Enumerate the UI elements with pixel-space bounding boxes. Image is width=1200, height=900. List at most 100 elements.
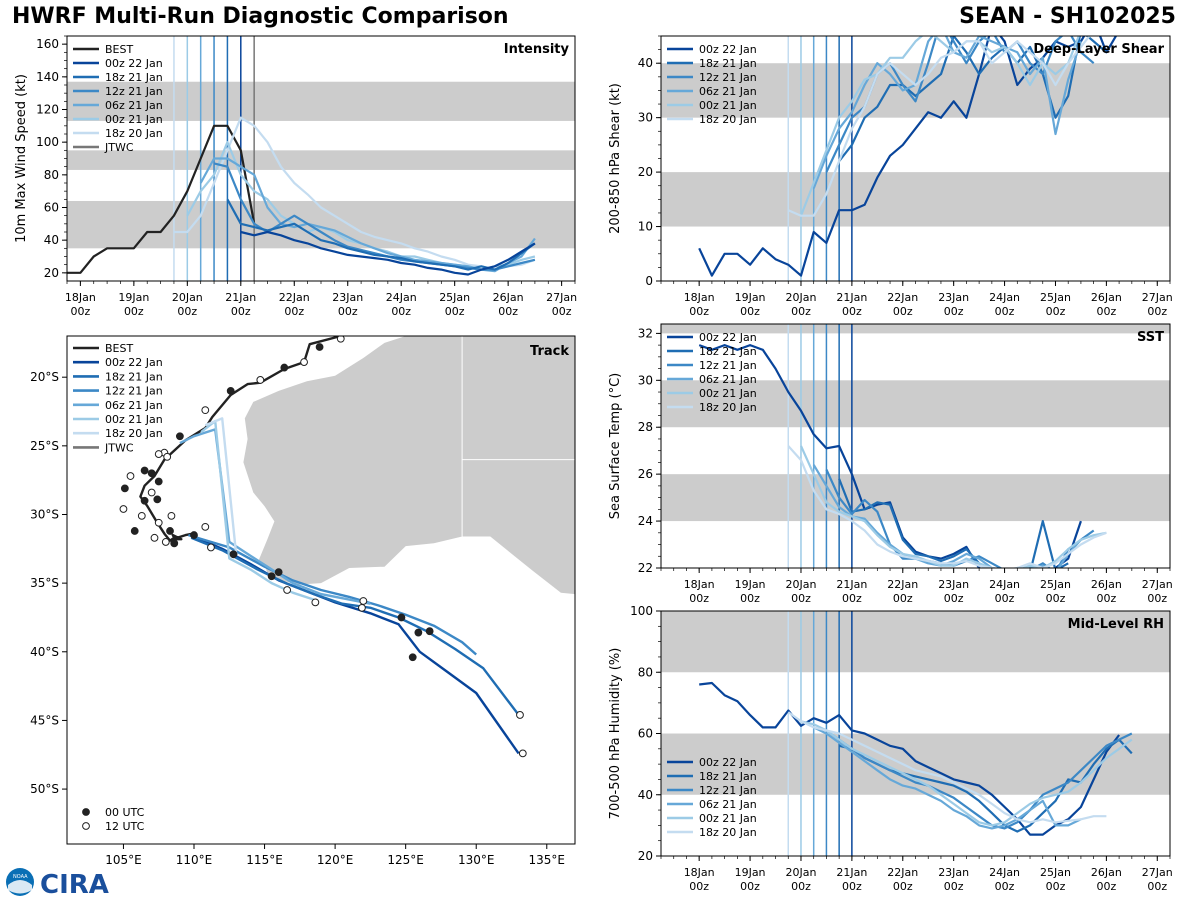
panel-title: Intensity <box>504 42 570 57</box>
track-marker <box>154 450 163 458</box>
shaded-band <box>661 474 1170 522</box>
legend-label: BEST <box>105 43 133 56</box>
legend-label: 00z 22 Jan <box>105 57 163 70</box>
panel-intensity: 2040608010012014016018Jan00z19Jan00z20Ja… <box>14 35 577 318</box>
y-tick-label: 32 <box>638 326 653 340</box>
plot-frame <box>66 335 576 845</box>
track-marker <box>201 522 210 531</box>
legend-label: 18z 21 Jan <box>105 71 163 84</box>
track-marker <box>154 477 163 486</box>
x-tick-hour: 00z <box>498 305 518 318</box>
legend-label: 18z 20 Jan <box>699 401 757 414</box>
x-tick-day: 27Jan <box>1142 866 1173 879</box>
x-tick-day: 24Jan <box>989 291 1020 304</box>
lon-tick-label: 120°E <box>317 853 354 867</box>
x-tick-hour: 00z <box>995 305 1015 318</box>
track-marker <box>170 539 179 548</box>
track-marker <box>315 343 324 351</box>
legend-label: 06z 21 Jan <box>105 399 163 412</box>
series-line <box>226 198 536 271</box>
x-tick-hour: 00z <box>177 305 197 318</box>
lat-tick-label: 35°S <box>30 576 59 590</box>
x-tick-day: 18Jan <box>65 291 96 304</box>
svg-text:CIRA: CIRA <box>40 870 109 898</box>
x-tick-day: 20Jan <box>785 866 816 879</box>
series-line <box>838 478 1069 568</box>
storm-id: SEAN - SH102025 <box>959 4 1176 29</box>
x-tick-day: 26Jan <box>493 291 524 304</box>
track-marker <box>207 543 215 552</box>
track-marker <box>283 586 292 594</box>
legend-label: 00z 22 Jan <box>105 356 163 369</box>
x-tick-day: 21Jan <box>836 578 867 591</box>
series-line <box>812 36 1082 189</box>
marker-legend-symbol <box>82 822 90 830</box>
y-tick-label: 60 <box>638 727 653 741</box>
series-line <box>787 711 1107 824</box>
x-tick-day: 24Jan <box>989 578 1020 591</box>
legend-label: 06z 21 Jan <box>699 373 757 386</box>
legend-label: 12z 21 Jan <box>105 85 163 98</box>
x-tick-hour: 00z <box>552 305 572 318</box>
shaded-band <box>67 81 575 121</box>
track-marker <box>130 527 139 535</box>
x-tick-hour: 00z <box>1096 305 1116 318</box>
x-tick-hour: 00z <box>231 305 251 318</box>
y-tick-label: 20 <box>44 266 59 280</box>
y-tick-label: 160 <box>36 37 59 51</box>
y-axis-label: 10m Max Wind Speed (kt) <box>14 74 29 243</box>
x-tick-day: 19Jan <box>735 291 766 304</box>
track-marker <box>359 597 368 605</box>
x-tick-hour: 00z <box>689 592 709 605</box>
track-marker <box>516 711 524 719</box>
marker-legend-symbol <box>82 808 90 816</box>
series-line <box>699 681 1120 836</box>
legend-label: 18z 21 Jan <box>699 770 757 783</box>
x-tick-day: 20Jan <box>172 291 203 304</box>
y-tick-label: 40 <box>638 56 653 70</box>
series-line <box>825 729 1133 830</box>
track-marker <box>175 432 184 441</box>
track-marker <box>414 628 423 637</box>
y-tick-label: 10 <box>638 220 653 234</box>
x-tick-hour: 00z <box>284 305 304 318</box>
x-tick-hour: 00z <box>1147 880 1167 893</box>
track-marker <box>518 749 527 758</box>
x-tick-hour: 00z <box>893 305 913 318</box>
shaded-band <box>661 172 1170 227</box>
legend-label: 00z 22 Jan <box>699 331 757 344</box>
legend-label: 12z 21 Jan <box>699 784 757 797</box>
x-tick-hour: 00z <box>1096 592 1116 605</box>
legend-label: 12z 21 Jan <box>699 71 757 84</box>
legend-label: 12z 21 Jan <box>699 359 757 372</box>
x-tick-hour: 00z <box>740 880 760 893</box>
series-line <box>800 720 1133 827</box>
legend-label: 12 UTC <box>105 820 145 833</box>
lon-tick-label: 130°E <box>458 853 495 867</box>
track-marker <box>190 531 198 539</box>
legend-label: 00z 21 Jan <box>699 812 757 825</box>
legend-label: 00z 22 Jan <box>699 43 757 56</box>
x-tick-hour: 00z <box>740 592 760 605</box>
lon-tick-label: 125°E <box>387 853 424 867</box>
legend-label: 18z 20 Jan <box>699 826 757 839</box>
x-tick-hour: 00z <box>391 305 411 318</box>
legend-label: 00z 21 Jan <box>699 99 757 112</box>
series-line <box>240 230 536 276</box>
x-tick-hour: 00z <box>1096 880 1116 893</box>
x-tick-hour: 00z <box>689 880 709 893</box>
panel-rh: 2040608010018Jan00z19Jan00z20Jan00z21Jan… <box>608 604 1173 893</box>
y-tick-label: 80 <box>638 665 653 679</box>
legend-label: 00z 21 Jan <box>699 387 757 400</box>
track-marker <box>126 472 135 480</box>
x-tick-hour: 00z <box>689 305 709 318</box>
y-axis-label: 700-500 hPa Humidity (%) <box>608 648 623 820</box>
lat-tick-label: 50°S <box>30 782 59 796</box>
track-marker <box>167 511 176 520</box>
panel-title: Deep-Layer Shear <box>1033 42 1164 57</box>
y-tick-label: 60 <box>44 201 59 215</box>
panel-track: 105°E 110°E 115°E 120°E 125°E 130°E 135°E 20°S 2… <box>30 335 576 867</box>
x-tick-day: 25Jan <box>1040 866 1071 879</box>
x-tick-hour: 00z <box>791 592 811 605</box>
track-marker <box>147 469 156 478</box>
